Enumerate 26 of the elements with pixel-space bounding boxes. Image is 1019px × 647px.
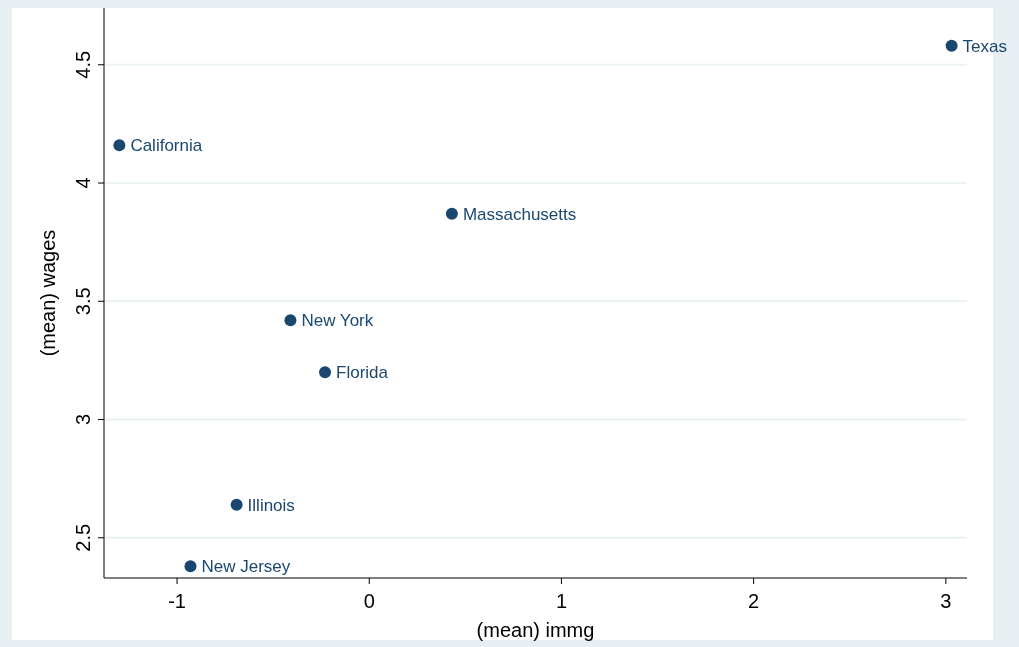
annotation: Florida	[336, 363, 389, 383]
point	[230, 498, 243, 511]
x-tick-label: 1	[555, 590, 568, 612]
x-tick-label: 2	[748, 590, 760, 612]
x-tick-label: 3	[940, 590, 952, 612]
point	[945, 39, 958, 52]
point	[184, 560, 197, 573]
point	[284, 314, 297, 327]
annotation: New York	[301, 311, 374, 331]
annotation: New Jersey	[201, 557, 291, 577]
x-tick-label: -1	[168, 590, 186, 612]
y-tick-label: 2.5	[72, 523, 94, 552]
y-axis-title: (mean) wages	[37, 229, 59, 357]
y-tick-label: 3.5	[72, 287, 94, 316]
point	[113, 139, 126, 152]
annotation: California	[130, 136, 203, 156]
y-tick-label: 4.5	[72, 50, 94, 79]
y-tick-label: 4	[72, 177, 94, 189]
point	[319, 366, 332, 379]
x-tick-label: 0	[363, 590, 375, 612]
point	[445, 207, 458, 220]
annotation: Illinois	[247, 495, 295, 515]
annotation: Texas	[962, 36, 1008, 56]
y-tick-label: 3	[72, 413, 94, 426]
annotation: Massachusetts	[462, 204, 577, 224]
x-axis-title: (mean) immg	[476, 619, 595, 641]
